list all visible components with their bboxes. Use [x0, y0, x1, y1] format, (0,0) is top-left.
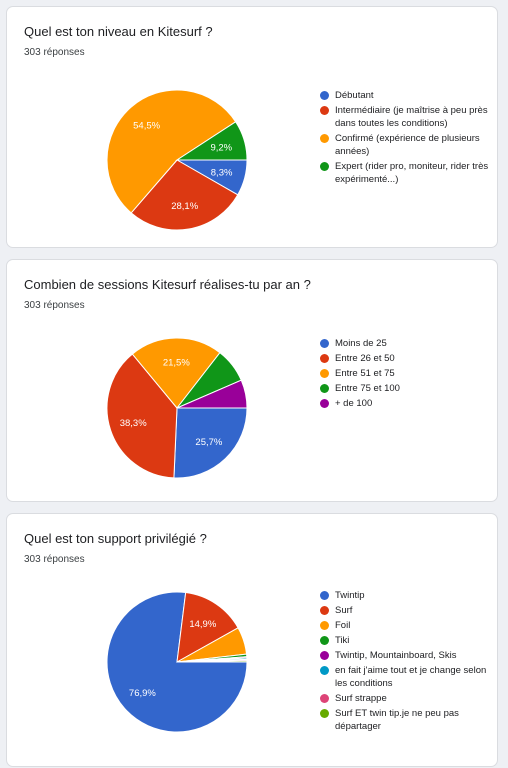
legend-item[interactable]: Entre 75 et 100: [320, 382, 490, 395]
legend-label: + de 100: [335, 398, 373, 409]
legend-swatch: [320, 636, 329, 645]
legend-swatch: [320, 369, 329, 378]
pie-slice[interactable]: [106, 353, 178, 479]
pie-slice[interactable]: [130, 159, 239, 231]
question-title: Combien de sessions Kitesurf réalises-tu…: [24, 277, 311, 292]
response-count: 303 réponses: [24, 554, 85, 565]
pie-slice[interactable]: [175, 121, 248, 161]
legend-label: Moins de 25: [335, 338, 387, 349]
legend-item[interactable]: Surf ET twin tip.je ne peu pas départage…: [320, 707, 490, 733]
legend-swatch: [320, 106, 329, 115]
legend-label: Débutant: [335, 90, 374, 101]
legend-label: Foil: [335, 620, 351, 631]
legend-swatch: [320, 91, 329, 100]
slice-value-label: 25,7%: [195, 437, 222, 448]
pie-slice[interactable]: [176, 379, 248, 409]
legend-item[interactable]: Surf strappe: [320, 692, 490, 705]
question-title: Quel est ton support privilégié ?: [24, 531, 207, 546]
pie-chart: 8,3% 28,1% 54,5% 9,2%: [106, 89, 248, 231]
response-count: 303 réponses: [24, 300, 85, 311]
legend-swatch: [320, 606, 329, 615]
response-count: 303 réponses: [24, 47, 85, 58]
legend-label: Expert (rider pro, moniteur, rider très …: [335, 161, 489, 185]
question-card-support: Quel est ton support privilégié ? 303 ré…: [6, 513, 498, 767]
pie-slice[interactable]: [176, 660, 248, 663]
slice-value-label: 38,3%: [120, 418, 147, 429]
legend-label: Surf: [335, 605, 353, 616]
legend-label: Twintip: [335, 590, 365, 601]
pie-slice[interactable]: [131, 337, 221, 409]
legend-item[interactable]: + de 100: [320, 397, 490, 410]
legend-item[interactable]: Intermédiaire (je maîtrise à peu près da…: [320, 104, 490, 130]
pie-slice[interactable]: [176, 591, 239, 663]
chart-legend: Twintip Surf Foil Tiki Twintip, Mountainboar…: [320, 589, 490, 735]
legend-swatch: [320, 399, 329, 408]
legend-item[interactable]: Foil: [320, 619, 490, 632]
legend-item[interactable]: Moins de 25: [320, 337, 490, 350]
legend-label: Intermédiaire (je maîtrise à peu près da…: [335, 105, 488, 129]
legend-label: Entre 26 et 50: [335, 353, 395, 364]
chart-legend: Débutant Intermédiaire (je maîtrise à peu…: [320, 89, 490, 188]
legend-label: Surf strappe: [335, 693, 387, 704]
slice-value-label: 9,2%: [210, 142, 232, 153]
legend-item[interactable]: Twintip: [320, 589, 490, 602]
legend-label: en fait j'aime tout et je change selon l…: [335, 665, 487, 689]
pie-slice[interactable]: [173, 407, 248, 479]
legend-swatch: [320, 354, 329, 363]
legend-label: Entre 51 et 75: [335, 368, 395, 379]
legend-label: Confirmé (expérience de plusieurs années…: [335, 133, 480, 157]
legend-label: Surf ET twin tip.je ne peu pas départage…: [335, 708, 459, 732]
legend-swatch: [320, 651, 329, 660]
slice-value-label: 14,9%: [189, 619, 216, 630]
slice-value-label: 76,9%: [129, 688, 156, 699]
legend-swatch: [320, 694, 329, 703]
legend-label: Twintip, Mountainboard, Skis: [335, 650, 457, 661]
question-card-sessions: Combien de sessions Kitesurf réalises-tu…: [6, 259, 498, 502]
legend-item[interactable]: Confirmé (expérience de plusieurs années…: [320, 132, 490, 158]
chart-legend: Moins de 25 Entre 26 et 50 Entre 51 et 75 E…: [320, 337, 490, 412]
legend-swatch: [320, 709, 329, 718]
legend-item[interactable]: Débutant: [320, 89, 490, 102]
slice-value-label: 8,3%: [211, 167, 233, 178]
legend-label: Tiki: [335, 635, 350, 646]
legend-swatch: [320, 162, 329, 171]
legend-swatch: [320, 134, 329, 143]
legend-swatch: [320, 591, 329, 600]
legend-item[interactable]: Tiki: [320, 634, 490, 647]
legend-swatch: [320, 666, 329, 675]
pie-chart: 76,9% 14,9%: [106, 591, 248, 733]
pie-chart: 25,7% 38,3% 21,5%: [106, 337, 248, 479]
legend-item[interactable]: Twintip, Mountainboard, Skis: [320, 649, 490, 662]
legend-swatch: [320, 621, 329, 630]
legend-label: Entre 75 et 100: [335, 383, 400, 394]
legend-item[interactable]: Surf: [320, 604, 490, 617]
question-title: Quel est ton niveau en Kitesurf ?: [24, 24, 213, 39]
legend-item[interactable]: Expert (rider pro, moniteur, rider très …: [320, 160, 490, 186]
legend-item[interactable]: Entre 26 et 50: [320, 352, 490, 365]
legend-item[interactable]: Entre 51 et 75: [320, 367, 490, 380]
pie-slice[interactable]: [106, 89, 237, 214]
legend-swatch: [320, 339, 329, 348]
legend-item[interactable]: en fait j'aime tout et je change selon l…: [320, 664, 490, 690]
question-card-niveau: Quel est ton niveau en Kitesurf ? 303 ré…: [6, 6, 498, 248]
slice-value-label: 21,5%: [163, 357, 190, 368]
legend-swatch: [320, 384, 329, 393]
slice-value-label: 28,1%: [171, 201, 198, 212]
slice-value-label: 54,5%: [133, 121, 160, 132]
